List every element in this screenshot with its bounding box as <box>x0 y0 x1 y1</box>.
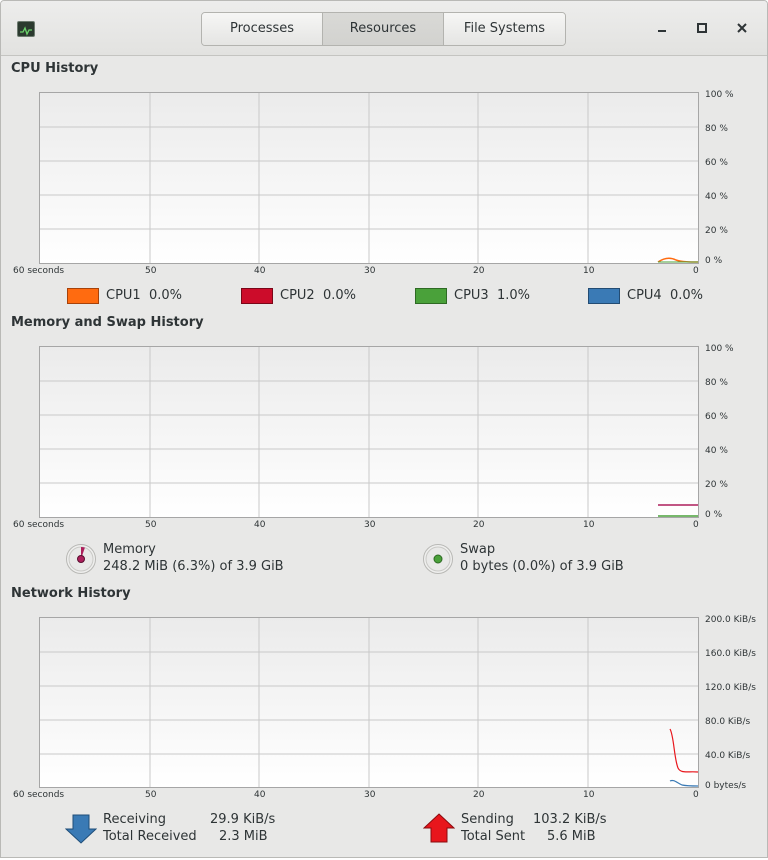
memory-y-label: 20 % <box>705 480 728 490</box>
memory-x-label: 10 <box>583 520 595 530</box>
cpu-x-label: 20 <box>473 266 485 276</box>
memory-history-graph <box>39 346 699 518</box>
sending-color-button[interactable] <box>422 812 456 844</box>
maximize-button[interactable] <box>692 18 712 38</box>
receiving-value: 29.9 KiB/s <box>210 812 276 827</box>
close-icon <box>737 23 747 33</box>
network-y-label: 160.0 KiB/s <box>705 649 756 659</box>
cpu-history-graph <box>39 92 699 264</box>
sending-label: Sending <box>461 812 514 827</box>
total-sent-value: 5.6 MiB <box>547 829 596 844</box>
memory-y-label: 80 % <box>705 378 728 388</box>
header-bar: Processes Resources File Systems <box>1 1 767 56</box>
network-history-graph <box>39 617 699 788</box>
network-x-label: 20 <box>473 790 485 800</box>
memory-y-label: 60 % <box>705 412 728 422</box>
memory-x-label: 40 <box>254 520 266 530</box>
system-monitor-app-icon <box>17 21 35 37</box>
cpu-x-label: 10 <box>583 266 595 276</box>
memory-y-label: 100 % <box>705 344 734 354</box>
minimize-icon <box>658 30 666 32</box>
network-y-label: 40.0 KiB/s <box>705 751 751 761</box>
network-x-label: 30 <box>364 790 376 800</box>
swap-value: 0 bytes (0.0%) of 3.9 GiB <box>460 559 624 574</box>
memory-value: 248.2 MiB (6.3%) of 3.9 GiB <box>103 559 284 574</box>
cpu3-legend: CPU3 1.0% <box>454 288 530 303</box>
memory-grid <box>40 347 698 517</box>
memory-x-label: 0 <box>693 520 699 530</box>
cpu-x-label: 40 <box>254 266 266 276</box>
network-y-label: 0 bytes/s <box>705 781 747 791</box>
memory-history-title: Memory and Swap History <box>11 315 204 330</box>
cpu4-color-button[interactable] <box>588 288 620 304</box>
network-x-label: 60 seconds <box>13 790 65 800</box>
memory-x-label: 30 <box>364 520 376 530</box>
cpu-x-label: 30 <box>364 266 376 276</box>
memory-x-label: 20 <box>473 520 485 530</box>
minimize-button[interactable] <box>652 18 672 38</box>
receiving-line <box>669 779 698 787</box>
memory-x-label: 50 <box>145 520 157 530</box>
memory-pie-icon <box>66 544 96 574</box>
network-y-label: 80.0 KiB/s <box>705 717 751 727</box>
view-switcher: Processes Resources File Systems <box>201 12 566 46</box>
monitor-graph-icon <box>20 26 32 36</box>
upload-arrow-icon <box>422 813 456 843</box>
cpu2-color-button[interactable] <box>241 288 273 304</box>
cpu-x-label: 0 <box>693 266 699 276</box>
cpu-y-label: 20 % <box>705 226 728 236</box>
cpu1-legend: CPU1 0.0% <box>106 288 182 303</box>
network-y-label: 120.0 KiB/s <box>705 683 756 693</box>
memory-x-label: 60 seconds <box>13 520 65 530</box>
maximize-icon <box>697 23 707 33</box>
network-x-label: 50 <box>145 790 157 800</box>
cpu-y-label: 80 % <box>705 124 728 134</box>
swap-color-button[interactable] <box>422 543 454 575</box>
sending-value: 103.2 KiB/s <box>533 812 607 827</box>
swap-label: Swap <box>460 542 496 557</box>
network-x-label: 0 <box>693 790 699 800</box>
memory-label: Memory <box>103 542 156 557</box>
memory-color-button[interactable] <box>65 543 97 575</box>
cpu-x-label: 50 <box>145 266 157 276</box>
network-history-title: Network History <box>11 586 131 601</box>
cpu-history-title: CPU History <box>11 61 99 76</box>
network-x-label: 10 <box>583 790 595 800</box>
download-arrow-icon <box>64 814 98 844</box>
cpu1-line <box>657 257 698 263</box>
tab-processes[interactable]: Processes <box>202 13 323 45</box>
sending-line <box>669 728 698 773</box>
cpu3-color-button[interactable] <box>415 288 447 304</box>
close-button[interactable] <box>732 18 752 38</box>
cpu-grid <box>40 93 698 263</box>
cpu4-legend: CPU4 0.0% <box>627 288 703 303</box>
tab-resources[interactable]: Resources <box>323 13 444 45</box>
memory-y-label: 40 % <box>705 446 728 456</box>
total-sent-label: Total Sent <box>461 829 526 844</box>
cpu-y-label: 60 % <box>705 158 728 168</box>
cpu2-legend: CPU2 0.0% <box>280 288 356 303</box>
cpu-y-label: 100 % <box>705 90 734 100</box>
cpu1-color-button[interactable] <box>67 288 99 304</box>
total-received-label: Total Received <box>103 829 197 844</box>
receiving-color-button[interactable] <box>64 813 98 845</box>
network-x-label: 40 <box>254 790 266 800</box>
receiving-label: Receiving <box>103 812 167 827</box>
memory-y-label: 0 % <box>705 510 723 520</box>
network-y-label: 200.0 KiB/s <box>705 615 756 625</box>
tab-file-systems[interactable]: File Systems <box>444 13 565 45</box>
swap-pie-icon <box>423 544 453 574</box>
network-grid <box>40 618 698 787</box>
cpu-y-label: 0 % <box>705 256 723 266</box>
cpu-y-label: 40 % <box>705 192 728 202</box>
total-received-value: 2.3 MiB <box>219 829 268 844</box>
cpu-x-label: 60 seconds <box>13 266 65 276</box>
